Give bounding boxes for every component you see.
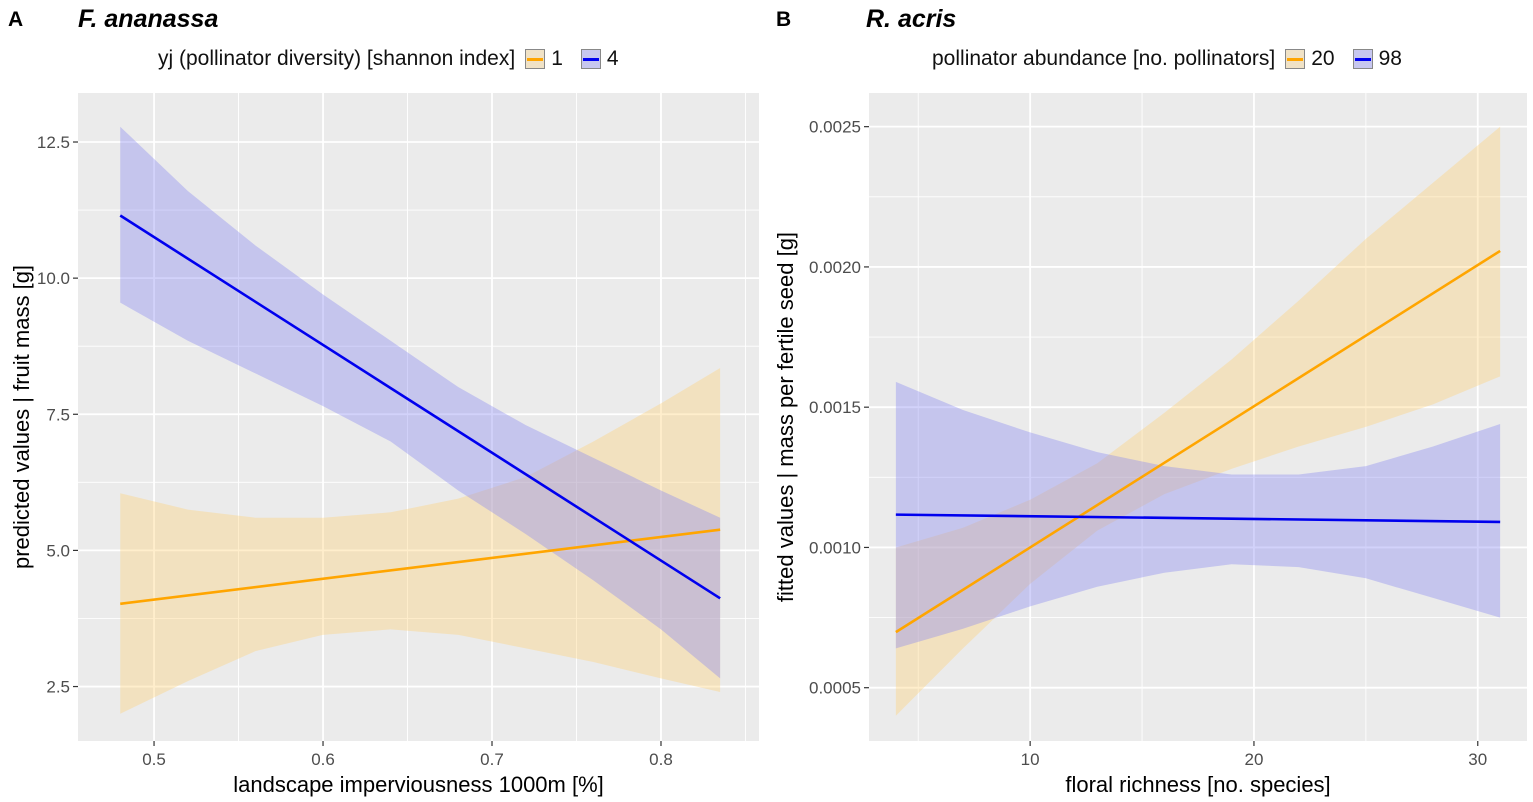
confidence-band-series-0 — [895, 126, 1501, 716]
x-tick-label: 20 — [1244, 750, 1263, 769]
confidence-band-series-0 — [120, 367, 721, 714]
legend-key-line — [1354, 58, 1371, 61]
legend: yj (pollinator diversity) [shannon index… — [158, 47, 633, 71]
y-tick-label: 12.5 — [37, 133, 70, 152]
legend-label-series-0: 20 — [1311, 47, 1335, 70]
confidence-band-series-1 — [895, 381, 1501, 649]
chart-title: R. acris — [866, 5, 957, 33]
x-axis-title: landscape imperviousness 1000m [%] — [233, 772, 604, 797]
legend-title: pollinator abundance [no. pollinators] — [932, 47, 1276, 70]
x-tick-label: 10 — [1021, 750, 1040, 769]
x-tick-label: 0.6 — [311, 750, 335, 769]
chart-a: 0.5 0.6 0.7 0.8 2.5 5.0 7.5 10.0 12.5 landscape i… — [9, 93, 759, 797]
y-tick-label: 0.0005 — [809, 679, 861, 698]
legend-key-line — [1287, 58, 1304, 61]
x-tick-label: 0.7 — [480, 750, 504, 769]
legend-key-line — [582, 58, 599, 61]
x-tick-label: 0.8 — [649, 750, 673, 769]
fit-line-series-1 — [119, 214, 721, 600]
y-axis-title: fitted values | mass per fertile seed [g… — [773, 232, 798, 602]
legend-key-series-1 — [1352, 49, 1373, 69]
x-tick-label: 0.5 — [142, 750, 166, 769]
y-tick-label: 0.0025 — [809, 118, 861, 137]
x-tick-label: 30 — [1468, 750, 1487, 769]
plot-background — [78, 93, 759, 741]
confidence-band-series-1 — [120, 126, 721, 679]
fit-line-series-0 — [895, 249, 1501, 634]
panel-label: A — [8, 8, 24, 31]
plot-background — [869, 93, 1527, 741]
y-tick-label: 0.0010 — [809, 538, 861, 557]
legend-title: yj (pollinator diversity) [shannon index… — [158, 47, 516, 70]
x-axis-title: floral richness [no. species] — [1065, 772, 1330, 797]
legend: pollinator abundance [no. pollinators] 2… — [932, 47, 1416, 71]
panel-b: B R. acris pollinator abundance [no. pol… — [766, 0, 1533, 802]
y-tick-label: 5.0 — [46, 541, 70, 560]
legend-key-series-0 — [525, 49, 546, 69]
legend-key-series-1 — [580, 49, 601, 69]
legend-key-series-0 — [1285, 49, 1306, 69]
legend-label-series-1: 4 — [606, 47, 619, 70]
panel-label: B — [776, 8, 792, 31]
y-tick-label: 10.0 — [37, 269, 70, 288]
chart-b: 10 20 30 0.0005 0.0010 0.0015 0.0020 0.0025 flor… — [773, 93, 1527, 797]
y-tick-label: 7.5 — [46, 405, 70, 424]
fit-line-series-0 — [120, 528, 721, 606]
y-tick-label: 2.5 — [46, 678, 70, 697]
y-tick-label: 0.0015 — [809, 398, 861, 417]
y-axis-title: predicted values | fruit mass [g] — [9, 265, 34, 569]
chart-title: F. ananassa — [78, 5, 219, 33]
fit-line-series-1 — [895, 513, 1501, 524]
legend-label-series-0: 1 — [551, 47, 563, 70]
y-tick-label: 0.0020 — [809, 258, 861, 277]
panel-a: A F. ananassa yj (pollinator diversity) … — [0, 0, 766, 802]
legend-key-line — [527, 58, 544, 61]
legend-label-series-1: 98 — [1378, 47, 1402, 70]
